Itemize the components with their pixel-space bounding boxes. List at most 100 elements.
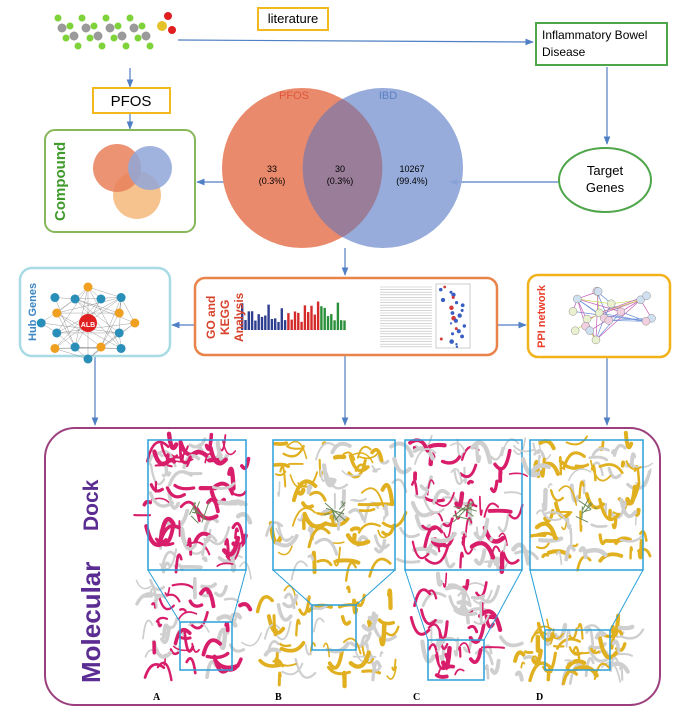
ribbon	[346, 585, 351, 594]
ribbon	[160, 628, 171, 644]
node	[607, 299, 616, 308]
ribbon	[614, 536, 632, 545]
zoom-source	[179, 621, 233, 671]
ribbon	[142, 619, 154, 640]
ribbon	[598, 463, 624, 475]
ribbon	[342, 637, 362, 655]
docking-word1: Molecular	[76, 561, 106, 684]
oxygen	[168, 26, 176, 34]
dot-frame	[435, 283, 471, 349]
zoom-line	[231, 569, 247, 623]
ribbon	[169, 648, 180, 656]
edge	[87, 286, 122, 349]
ribbon	[296, 487, 306, 496]
overlap-pct: (0.3%)	[327, 176, 354, 186]
ribbon	[358, 507, 376, 513]
ribbon	[443, 553, 456, 569]
ligand	[194, 501, 201, 514]
ribbon	[565, 659, 587, 670]
ribbon	[542, 511, 567, 522]
bar	[330, 314, 333, 330]
hub-network	[36, 282, 140, 364]
ribbon	[565, 629, 571, 648]
node	[641, 317, 651, 326]
ribbon	[544, 514, 562, 521]
ribbon	[412, 546, 438, 556]
ribbon	[435, 653, 449, 671]
ribbon	[470, 440, 493, 465]
ribbon	[549, 489, 564, 502]
ribbon	[584, 657, 595, 678]
ribbon	[450, 468, 463, 484]
ligand	[587, 501, 592, 507]
ribbon	[241, 632, 263, 647]
ribbon	[532, 655, 539, 661]
ribbon	[200, 582, 217, 590]
ribbon	[193, 531, 212, 545]
ribbon	[231, 522, 245, 542]
fluorine	[54, 14, 62, 22]
dot	[438, 287, 443, 292]
ribbon	[438, 628, 449, 650]
ribbon	[275, 620, 292, 641]
ribbon	[329, 514, 335, 526]
ribbon	[453, 637, 460, 657]
ribbon	[154, 537, 175, 547]
ribbon	[584, 624, 604, 638]
ribbon	[149, 578, 165, 591]
node	[50, 293, 60, 303]
ribbon	[639, 530, 648, 542]
ribbon	[367, 611, 376, 622]
arrows	[91, 38, 611, 426]
ribbon	[597, 636, 619, 660]
ribbon	[158, 526, 175, 545]
edge	[87, 286, 122, 298]
ribbon	[179, 530, 198, 551]
node	[573, 294, 582, 304]
ribbon	[382, 504, 389, 517]
ribbon	[348, 454, 370, 473]
ligand	[453, 501, 474, 523]
bar	[336, 302, 340, 330]
ribbon	[208, 526, 231, 546]
bar	[326, 316, 330, 330]
ribbon	[361, 613, 379, 632]
ribbon	[380, 483, 395, 507]
fluorine	[90, 22, 98, 30]
ribbon	[419, 608, 437, 626]
venn: PFOS IBD 33 (0.3%) 30 (0.3%) 10267 (99.4…	[222, 88, 463, 248]
ribbon	[440, 455, 462, 465]
right-pct: (99.4%)	[396, 176, 428, 186]
ligand	[323, 512, 330, 516]
ribbon	[477, 609, 503, 633]
ribbon	[360, 634, 371, 647]
ribbon	[234, 490, 247, 497]
ribbon	[166, 431, 179, 451]
fluorine	[146, 42, 154, 50]
ribbon	[409, 615, 431, 636]
edge	[74, 298, 135, 324]
zoom-line	[355, 569, 396, 606]
ribbon	[483, 502, 500, 518]
ribbon	[444, 652, 451, 660]
ribbon	[537, 454, 542, 465]
dot	[460, 303, 465, 308]
ribbon	[308, 490, 327, 502]
ribbon	[281, 662, 304, 676]
ribbon	[290, 560, 308, 581]
left-pct: (0.3%)	[259, 176, 286, 186]
ribbon	[158, 516, 176, 541]
docking-word2: Dock	[80, 479, 103, 531]
ribbon	[541, 552, 550, 559]
ribbon	[454, 491, 465, 510]
ribbon	[291, 507, 317, 527]
ligand	[191, 511, 201, 514]
fluorine	[126, 14, 134, 22]
ribbon	[212, 482, 236, 490]
carbon	[129, 23, 139, 33]
ribbon	[340, 615, 352, 626]
edge	[54, 297, 76, 348]
ligand	[452, 502, 471, 517]
ribbon	[294, 657, 317, 679]
center-node	[79, 314, 97, 332]
